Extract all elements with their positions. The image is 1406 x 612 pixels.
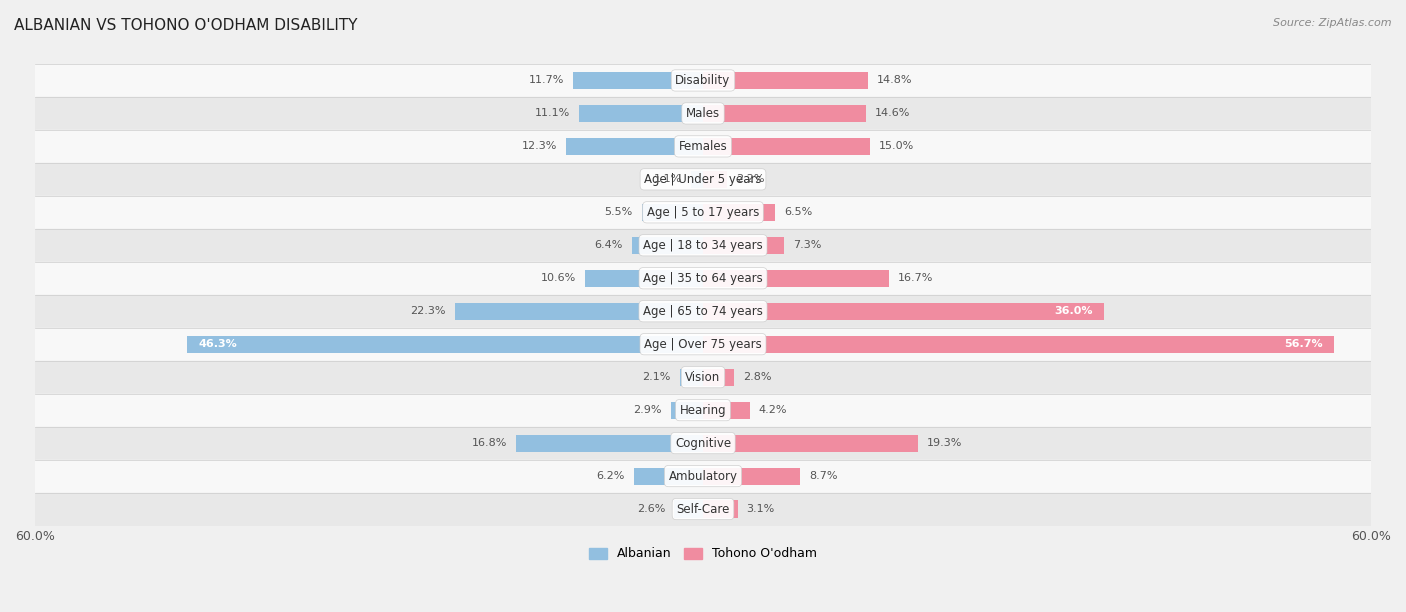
Bar bbox=[35, 97, 1371, 130]
Bar bbox=[35, 163, 1371, 196]
Bar bbox=[703, 435, 918, 452]
Text: Age | Over 75 years: Age | Over 75 years bbox=[644, 338, 762, 351]
Bar bbox=[703, 303, 1104, 320]
Bar bbox=[673, 501, 703, 518]
Text: 22.3%: 22.3% bbox=[411, 306, 446, 316]
Text: 2.8%: 2.8% bbox=[744, 372, 772, 382]
Text: 11.7%: 11.7% bbox=[529, 75, 564, 86]
Text: 4.2%: 4.2% bbox=[759, 405, 787, 415]
Bar bbox=[703, 501, 738, 518]
Bar bbox=[703, 368, 734, 386]
Text: 15.0%: 15.0% bbox=[879, 141, 914, 151]
Text: Age | 5 to 17 years: Age | 5 to 17 years bbox=[647, 206, 759, 219]
Bar bbox=[35, 64, 1371, 97]
Text: 7.3%: 7.3% bbox=[793, 241, 821, 250]
Bar bbox=[585, 270, 703, 287]
Text: 56.7%: 56.7% bbox=[1285, 339, 1323, 349]
Bar bbox=[35, 262, 1371, 295]
Text: 6.4%: 6.4% bbox=[595, 241, 623, 250]
Text: Vision: Vision bbox=[685, 371, 721, 384]
Text: 14.8%: 14.8% bbox=[877, 75, 912, 86]
Bar bbox=[454, 303, 703, 320]
Text: 19.3%: 19.3% bbox=[927, 438, 962, 448]
Bar bbox=[703, 204, 775, 221]
Bar bbox=[703, 270, 889, 287]
Text: 6.5%: 6.5% bbox=[785, 207, 813, 217]
Text: 1.1%: 1.1% bbox=[654, 174, 682, 184]
Text: Age | 35 to 64 years: Age | 35 to 64 years bbox=[643, 272, 763, 285]
Bar bbox=[703, 335, 1334, 353]
Text: 3.1%: 3.1% bbox=[747, 504, 775, 514]
Text: 14.6%: 14.6% bbox=[875, 108, 910, 118]
Text: 2.2%: 2.2% bbox=[737, 174, 765, 184]
Text: 11.1%: 11.1% bbox=[536, 108, 571, 118]
Text: Ambulatory: Ambulatory bbox=[668, 469, 738, 483]
Text: Source: ZipAtlas.com: Source: ZipAtlas.com bbox=[1274, 18, 1392, 28]
Bar bbox=[679, 368, 703, 386]
Text: Females: Females bbox=[679, 140, 727, 153]
Text: Cognitive: Cognitive bbox=[675, 436, 731, 450]
Text: Males: Males bbox=[686, 107, 720, 120]
Bar bbox=[703, 171, 727, 188]
Bar bbox=[703, 468, 800, 485]
Bar bbox=[641, 204, 703, 221]
Bar bbox=[703, 401, 749, 419]
Text: 2.1%: 2.1% bbox=[643, 372, 671, 382]
Text: Age | 65 to 74 years: Age | 65 to 74 years bbox=[643, 305, 763, 318]
Bar bbox=[35, 427, 1371, 460]
Text: 16.8%: 16.8% bbox=[471, 438, 508, 448]
Bar bbox=[579, 105, 703, 122]
Bar bbox=[35, 394, 1371, 427]
Bar bbox=[35, 295, 1371, 327]
Text: Age | Under 5 years: Age | Under 5 years bbox=[644, 173, 762, 186]
Bar bbox=[671, 401, 703, 419]
Bar bbox=[572, 72, 703, 89]
Bar bbox=[35, 229, 1371, 262]
Bar bbox=[35, 130, 1371, 163]
Bar bbox=[35, 327, 1371, 360]
Text: Hearing: Hearing bbox=[679, 404, 727, 417]
Bar bbox=[703, 138, 870, 155]
Text: 8.7%: 8.7% bbox=[808, 471, 838, 481]
Bar bbox=[634, 468, 703, 485]
Bar bbox=[703, 72, 868, 89]
Text: 12.3%: 12.3% bbox=[522, 141, 557, 151]
Bar bbox=[35, 360, 1371, 394]
Bar bbox=[516, 435, 703, 452]
Text: 5.5%: 5.5% bbox=[605, 207, 633, 217]
Text: Age | 18 to 34 years: Age | 18 to 34 years bbox=[643, 239, 763, 252]
Bar bbox=[703, 105, 866, 122]
Bar bbox=[35, 460, 1371, 493]
Bar bbox=[690, 171, 703, 188]
Text: 16.7%: 16.7% bbox=[898, 274, 934, 283]
Bar bbox=[703, 237, 785, 254]
Legend: Albanian, Tohono O'odham: Albanian, Tohono O'odham bbox=[585, 542, 821, 565]
Text: 46.3%: 46.3% bbox=[198, 339, 238, 349]
Text: Disability: Disability bbox=[675, 74, 731, 87]
Bar bbox=[187, 335, 703, 353]
Text: ALBANIAN VS TOHONO O'ODHAM DISABILITY: ALBANIAN VS TOHONO O'ODHAM DISABILITY bbox=[14, 18, 357, 34]
Bar bbox=[35, 493, 1371, 526]
Text: Self-Care: Self-Care bbox=[676, 502, 730, 515]
Bar bbox=[567, 138, 703, 155]
Bar bbox=[35, 196, 1371, 229]
Text: 6.2%: 6.2% bbox=[596, 471, 626, 481]
Text: 2.6%: 2.6% bbox=[637, 504, 665, 514]
Text: 36.0%: 36.0% bbox=[1054, 306, 1092, 316]
Text: 2.9%: 2.9% bbox=[633, 405, 662, 415]
Text: 10.6%: 10.6% bbox=[541, 274, 576, 283]
Bar bbox=[631, 237, 703, 254]
